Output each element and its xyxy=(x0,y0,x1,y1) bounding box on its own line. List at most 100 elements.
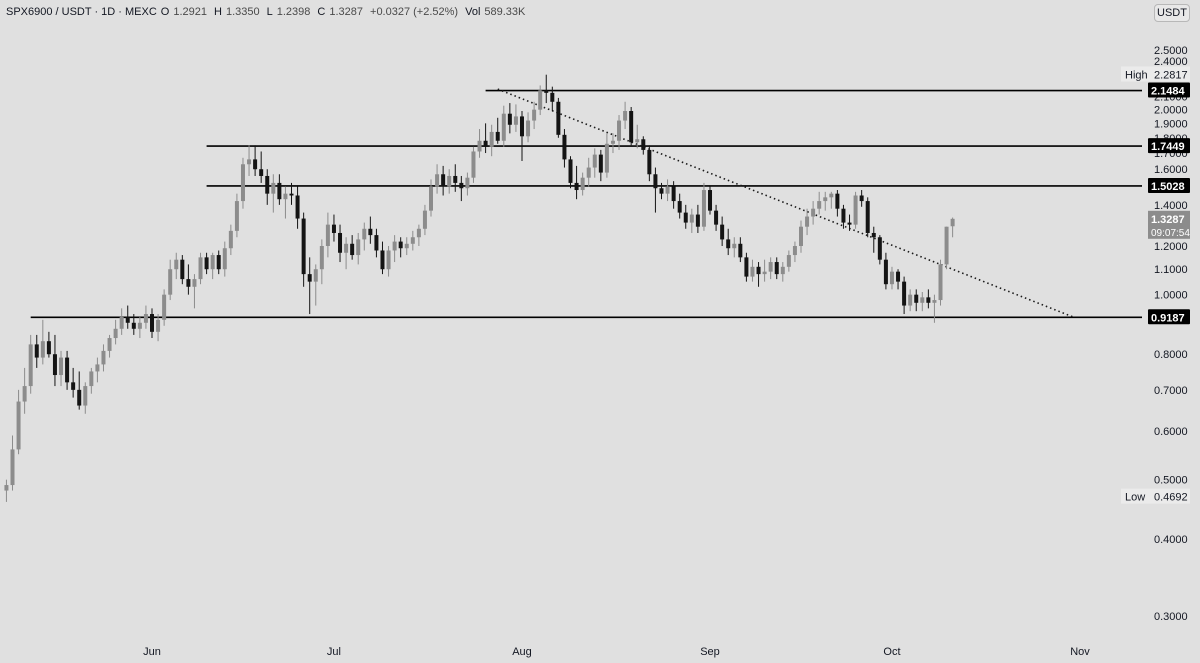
candle xyxy=(817,191,822,215)
candle-body xyxy=(77,389,82,406)
candle xyxy=(871,226,876,253)
candle-body xyxy=(586,167,591,178)
candle-body xyxy=(441,174,446,187)
candle xyxy=(162,289,167,326)
candle xyxy=(823,191,828,211)
candle xyxy=(556,97,561,138)
candle-body xyxy=(507,113,512,125)
candle xyxy=(362,222,367,251)
candle xyxy=(4,479,9,502)
candle xyxy=(526,112,531,143)
candle-body xyxy=(301,218,306,275)
candle xyxy=(319,239,324,285)
y-tick-label: 1.4000 xyxy=(1154,200,1188,212)
candle xyxy=(156,314,161,342)
volume-label: Vol xyxy=(465,6,481,18)
y-tick-label: 1.1000 xyxy=(1154,264,1188,276)
candle-body xyxy=(143,314,148,323)
candle xyxy=(908,289,913,312)
candle xyxy=(283,186,288,219)
candle-body xyxy=(416,228,421,238)
candle xyxy=(623,101,628,130)
candle-body xyxy=(295,195,300,219)
candle-body xyxy=(695,214,700,227)
candle-body xyxy=(65,357,70,383)
candle-body xyxy=(562,134,567,160)
candle xyxy=(726,228,731,256)
candle-body xyxy=(714,210,719,225)
candle-body xyxy=(689,214,694,223)
candle xyxy=(695,204,700,233)
candle xyxy=(350,235,355,260)
candle xyxy=(435,164,440,194)
candle xyxy=(234,193,239,238)
candle-body xyxy=(926,297,931,303)
candle xyxy=(647,145,652,182)
candle-body xyxy=(150,314,154,332)
x-tick-label: Sep xyxy=(700,646,720,658)
candle xyxy=(471,146,476,183)
candle xyxy=(617,115,622,150)
high-value: 1.3350 xyxy=(225,6,260,18)
close-value: 1.3287 xyxy=(329,6,364,18)
x-tick-label: Nov xyxy=(1070,646,1090,658)
candle xyxy=(374,228,379,258)
candle xyxy=(265,169,270,205)
candle-body xyxy=(623,110,628,121)
y-tick-label: 0.4000 xyxy=(1154,534,1188,546)
symbol-info-bar: SPX6900 / USDT · 1D · MEXC O 1.2921 H 1.33… xyxy=(6,4,528,20)
candle-body xyxy=(422,210,427,229)
candle xyxy=(253,145,258,176)
candle xyxy=(568,156,573,189)
candle xyxy=(501,105,506,147)
candle-body xyxy=(198,257,203,280)
candle-body xyxy=(610,140,615,144)
candle xyxy=(562,129,567,168)
candle xyxy=(689,208,694,233)
candle xyxy=(459,175,464,202)
candle-body xyxy=(604,143,609,173)
candle xyxy=(944,226,949,270)
candle xyxy=(168,259,173,301)
candle xyxy=(805,208,810,236)
candle xyxy=(301,212,306,287)
candle xyxy=(859,190,864,207)
candle-body xyxy=(216,255,221,270)
candle xyxy=(513,104,518,132)
dotted-trendline[interactable] xyxy=(497,88,1075,319)
candle-body xyxy=(938,264,943,301)
candle xyxy=(89,367,94,394)
candle xyxy=(180,255,185,285)
price-axis[interactable]: 2.50002.40002.10002.00001.90001.80001.70… xyxy=(1154,45,1188,623)
candle xyxy=(392,235,397,263)
y-tick-label: 0.7000 xyxy=(1154,385,1188,397)
candle-body xyxy=(107,338,112,351)
candle xyxy=(95,357,100,383)
countdown-text: 09:07:54 xyxy=(1151,228,1190,239)
currency-button[interactable]: USDT xyxy=(1154,4,1190,22)
candle-body xyxy=(629,110,634,143)
x-tick-label: Oct xyxy=(883,646,900,658)
symbol-title[interactable]: SPX6900 / USDT · 1D · MEXC xyxy=(6,6,157,18)
candle-body xyxy=(137,322,142,329)
candle xyxy=(143,305,148,329)
candle-body xyxy=(101,350,106,365)
candle-body xyxy=(513,116,518,125)
candle xyxy=(920,292,925,312)
candle xyxy=(16,389,21,455)
low-label: L xyxy=(266,6,273,18)
candle-body xyxy=(774,262,779,275)
y-tick-label: 1.0000 xyxy=(1154,290,1188,302)
x-tick-label: Aug xyxy=(512,646,532,658)
candle-body xyxy=(228,230,233,249)
candle-body xyxy=(71,382,76,390)
candles xyxy=(4,74,955,502)
candle-body xyxy=(52,354,57,376)
candle-body xyxy=(853,195,858,225)
candle xyxy=(774,257,779,280)
candle-body xyxy=(889,271,894,285)
time-axis[interactable]: Jun Jul Aug Sep Oct Nov xyxy=(143,646,1090,658)
candle xyxy=(240,157,245,209)
